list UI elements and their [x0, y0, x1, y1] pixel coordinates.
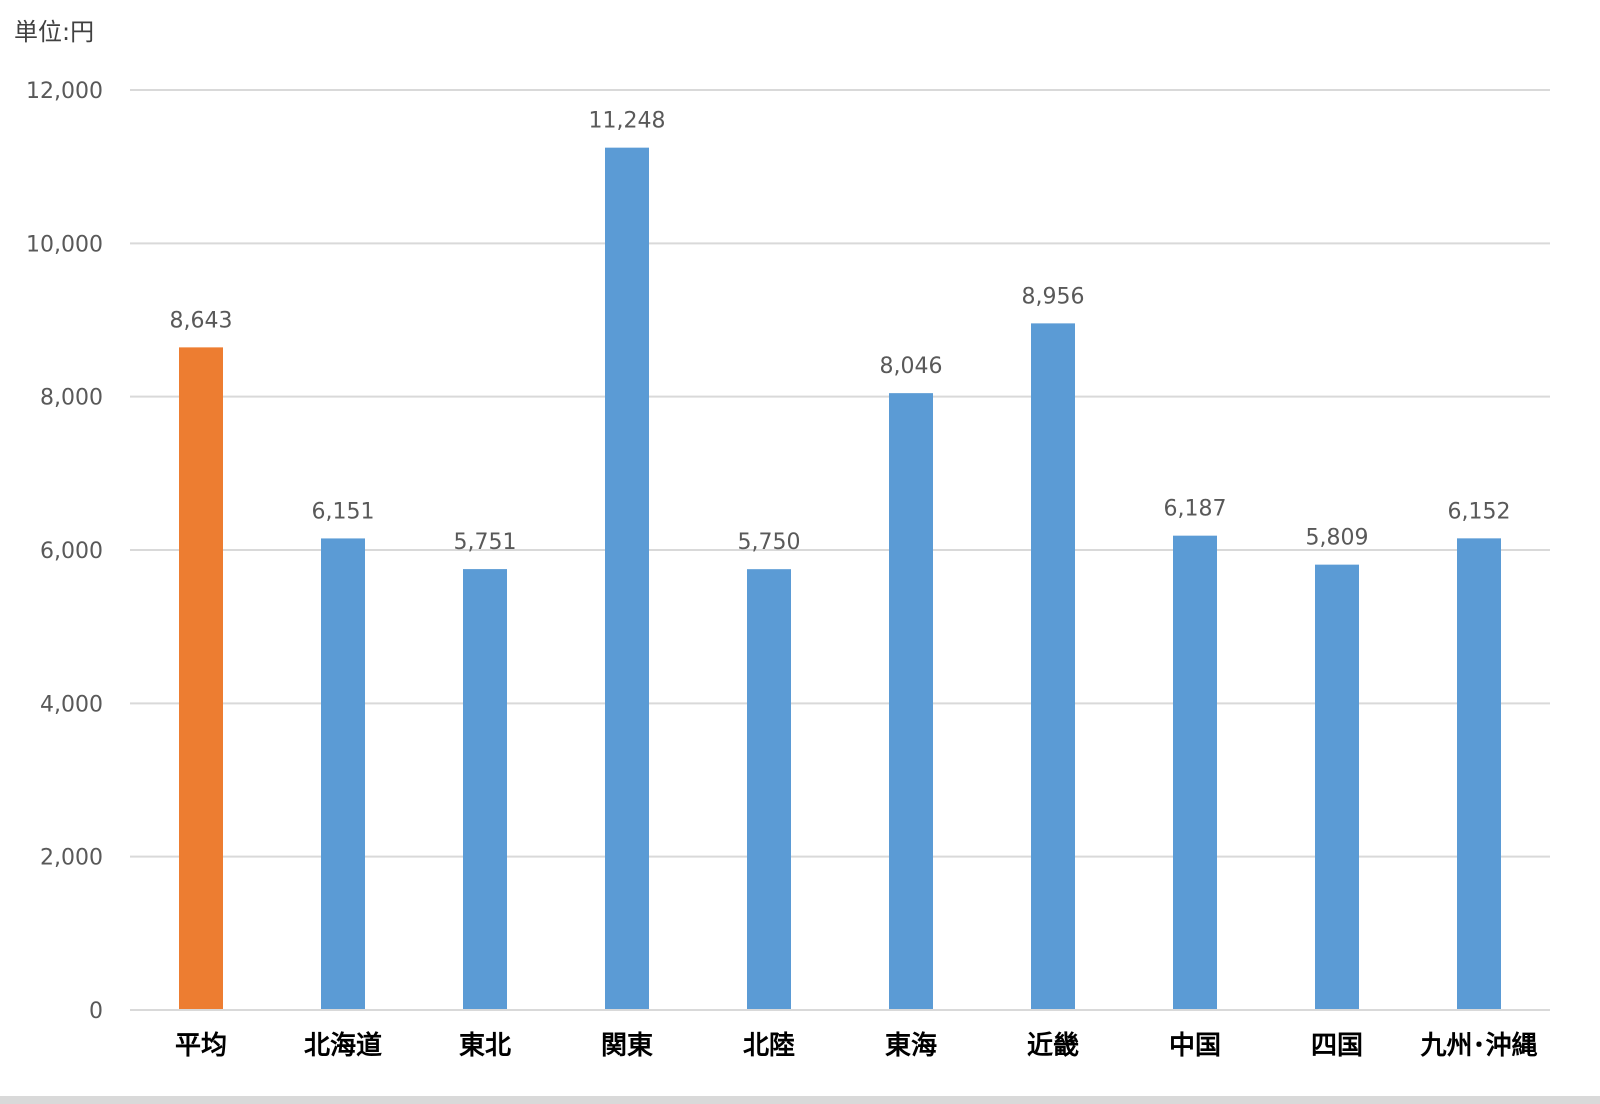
y-tick-label: 4,000 — [40, 692, 103, 717]
y-tick-label: 12,000 — [26, 79, 103, 104]
bar — [321, 538, 365, 1010]
data-label: 8,046 — [880, 354, 943, 379]
x-tick-label: 平均 — [175, 1031, 227, 1061]
bar — [889, 393, 933, 1010]
x-tick-label: 北陸 — [743, 1031, 795, 1061]
y-tick-label: 6,000 — [40, 539, 103, 564]
data-label: 6,187 — [1164, 497, 1227, 522]
y-tick-label: 2,000 — [40, 846, 103, 871]
data-label: 5,750 — [738, 530, 801, 555]
bar — [1031, 323, 1075, 1011]
y-tick-label: 8,000 — [40, 386, 103, 411]
bar — [1173, 535, 1217, 1010]
y-tick-label: 0 — [89, 999, 103, 1024]
unit-label: 単位:円 — [14, 18, 95, 46]
bar — [605, 147, 649, 1011]
data-label: 8,956 — [1022, 284, 1085, 309]
bar — [747, 569, 791, 1010]
x-tick-label: 東北 — [459, 1031, 511, 1061]
x-tick-label: 北海道 — [304, 1030, 382, 1061]
data-label: 6,152 — [1448, 499, 1511, 524]
x-tick-label: 中国 — [1169, 1031, 1221, 1061]
x-tick-label: 近畿 — [1027, 1031, 1079, 1061]
data-label: 11,248 — [589, 109, 666, 134]
x-tick-label: 九州･沖縄 — [1419, 1031, 1537, 1061]
data-label: 5,809 — [1306, 526, 1369, 551]
bar — [1315, 564, 1359, 1010]
bottom-divider — [0, 1096, 1600, 1104]
x-tick-label: 関東 — [601, 1031, 653, 1061]
bar — [179, 347, 223, 1010]
y-tick-label: 10,000 — [26, 232, 103, 257]
bar — [463, 569, 507, 1010]
data-label: 5,751 — [454, 530, 517, 555]
data-label: 6,151 — [312, 499, 375, 524]
bar — [1457, 538, 1501, 1010]
x-tick-label: 東海 — [885, 1031, 937, 1061]
x-tick-label: 四国 — [1311, 1031, 1363, 1061]
data-label: 8,643 — [170, 308, 233, 333]
